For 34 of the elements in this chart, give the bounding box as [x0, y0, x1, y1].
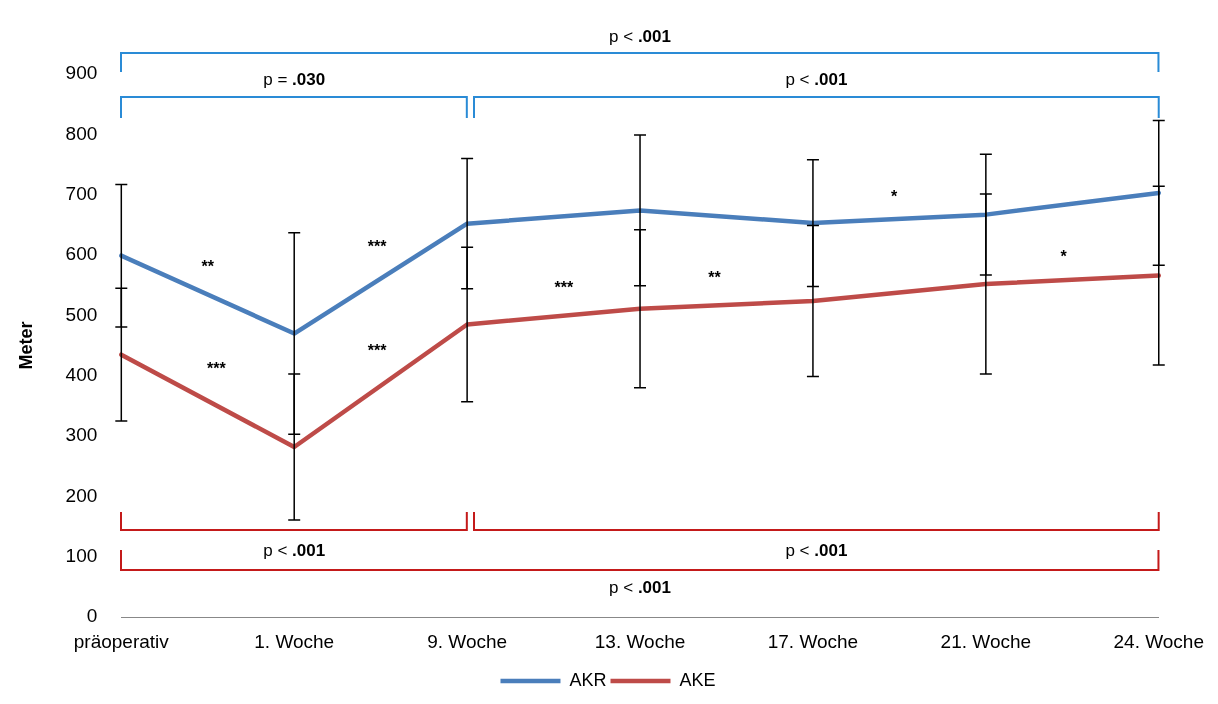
- y-tick-label: 900: [65, 62, 98, 84]
- annotation: *: [1060, 248, 1068, 266]
- annotation: p < .001: [785, 540, 848, 560]
- x-tick-label: 13. Woche: [594, 630, 686, 652]
- y-tick-label: 800: [65, 122, 98, 144]
- y-tick-label: 300: [65, 424, 98, 446]
- annotation: ***: [207, 360, 227, 378]
- y-tick-label: 100: [65, 545, 98, 567]
- annotation: p < .001: [263, 540, 326, 560]
- x-tick-label: 9. Woche: [427, 630, 508, 652]
- y-tick-label: 0: [86, 605, 98, 627]
- annotation: p < .001: [785, 69, 848, 89]
- y-tick-label: 400: [65, 364, 98, 386]
- y-axis-title: Meter: [15, 321, 36, 370]
- x-tick-label: 21. Woche: [940, 630, 1032, 652]
- annotation: **: [708, 269, 722, 287]
- legend-label: AKE: [679, 669, 716, 690]
- annotation: p < .001: [609, 577, 671, 597]
- annotation: *: [891, 188, 899, 206]
- text: p < .001: [609, 26, 671, 46]
- y-tick-label: 200: [65, 484, 98, 506]
- x-tick-label: 1. Woche: [254, 630, 335, 652]
- annotation: ***: [554, 279, 575, 297]
- y-tick-label: 700: [65, 182, 98, 204]
- x-tick-label: 17. Woche: [767, 630, 859, 652]
- x-tick-label: präoperativ: [73, 630, 170, 652]
- y-tick-label: 600: [65, 243, 98, 265]
- annotation: ***: [367, 342, 388, 360]
- legend-label: AKR: [569, 669, 607, 690]
- annotation: p = .030: [263, 69, 326, 89]
- annotation: **: [201, 258, 215, 276]
- y-tick-label: 500: [65, 303, 98, 325]
- annotation: ***: [367, 238, 388, 256]
- x-tick-label: 24. Woche: [1113, 630, 1204, 652]
